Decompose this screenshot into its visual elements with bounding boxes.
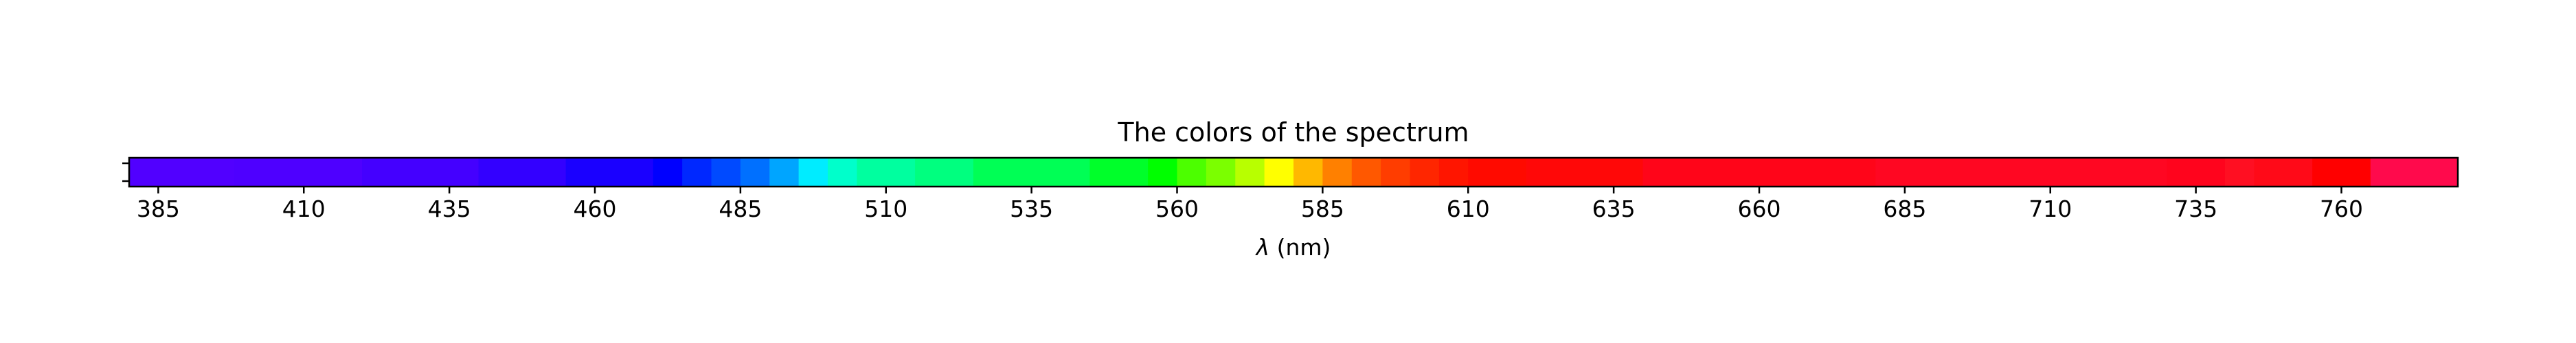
x-tick-label-760: 760 (2320, 196, 2363, 222)
x-tick-label-535: 535 (1010, 196, 1053, 222)
plot-frame (128, 156, 2459, 188)
x-tick-label-735: 735 (2174, 196, 2217, 222)
spectrum-band-35 (2370, 158, 2459, 187)
spectrum-band-7 (711, 158, 741, 187)
spectrum-band-30 (1875, 158, 2167, 187)
spectrum-band-20 (1264, 158, 1294, 187)
spectrum-band-34 (2312, 158, 2371, 187)
spectrum-band-3 (478, 158, 567, 187)
spectrum-band-23 (1351, 158, 1381, 187)
spectrum-band-31 (2167, 158, 2226, 187)
y-axis-ticks (122, 162, 129, 182)
spectrum-band-26 (1438, 158, 1469, 187)
x-axis-label-symbol: λ (1255, 234, 1270, 261)
x-tick-label-460: 460 (574, 196, 617, 222)
spectrum-band-13 (915, 158, 974, 187)
spectrum-band-2 (362, 158, 479, 187)
spectrum-band-0 (129, 158, 235, 187)
x-tick-label-510: 510 (864, 196, 907, 222)
spectrum-band-5 (653, 158, 683, 187)
chart-title: The colors of the spectrum (1117, 117, 1469, 147)
spectrum-band-28 (1526, 158, 1644, 187)
spectrum-band-22 (1322, 158, 1353, 187)
x-tick-label-485: 485 (719, 196, 762, 222)
spectrum-band-18 (1206, 158, 1236, 187)
x-tick-label-410: 410 (282, 196, 326, 222)
spectrum-band-14 (973, 158, 1090, 187)
spectrum-band-10 (798, 158, 828, 187)
x-axis-ticks: 385 410 435 460 485 510 535 560 585 610 635 660 685 7… (137, 187, 2363, 222)
spectrum-band-16 (1148, 158, 1178, 187)
spectrum-band-32 (2225, 158, 2255, 187)
spectrum-band-15 (1089, 158, 1149, 187)
spectrum-band-17 (1177, 158, 1207, 187)
spectrum-band-1 (234, 158, 363, 187)
spectrum-band-25 (1410, 158, 1440, 187)
spectrum-band-33 (2254, 158, 2313, 187)
spectrum-band-29 (1642, 158, 1877, 187)
x-tick-label-585: 585 (1301, 196, 1344, 222)
x-tick-label-635: 635 (1592, 196, 1636, 222)
x-tick-label-560: 560 (1155, 196, 1199, 222)
spectrum-band-4 (565, 158, 654, 187)
spectrum-band-9 (769, 158, 800, 187)
spectrum-band-12 (857, 158, 916, 187)
x-axis-label: λ (nm) (1255, 234, 1331, 261)
spectrum-band-11 (828, 158, 857, 187)
x-tick-label-685: 685 (1883, 196, 1926, 222)
spectrum-band-21 (1293, 158, 1323, 187)
spectrum-bands (129, 158, 2459, 187)
spectrum-band-27 (1468, 158, 1527, 187)
x-tick-label-710: 710 (2029, 196, 2072, 222)
x-tick-label-435: 435 (428, 196, 471, 222)
spectrum-band-19 (1235, 158, 1265, 187)
x-tick-label-610: 610 (1447, 196, 1490, 222)
x-axis-label-unit: (nm) (1269, 234, 1331, 261)
spectrum-band-6 (682, 158, 712, 187)
spectrum-band-24 (1381, 158, 1411, 187)
x-tick-label-385: 385 (137, 196, 180, 222)
spectrum-band-8 (740, 158, 770, 187)
x-tick-label-660: 660 (1738, 196, 1781, 222)
